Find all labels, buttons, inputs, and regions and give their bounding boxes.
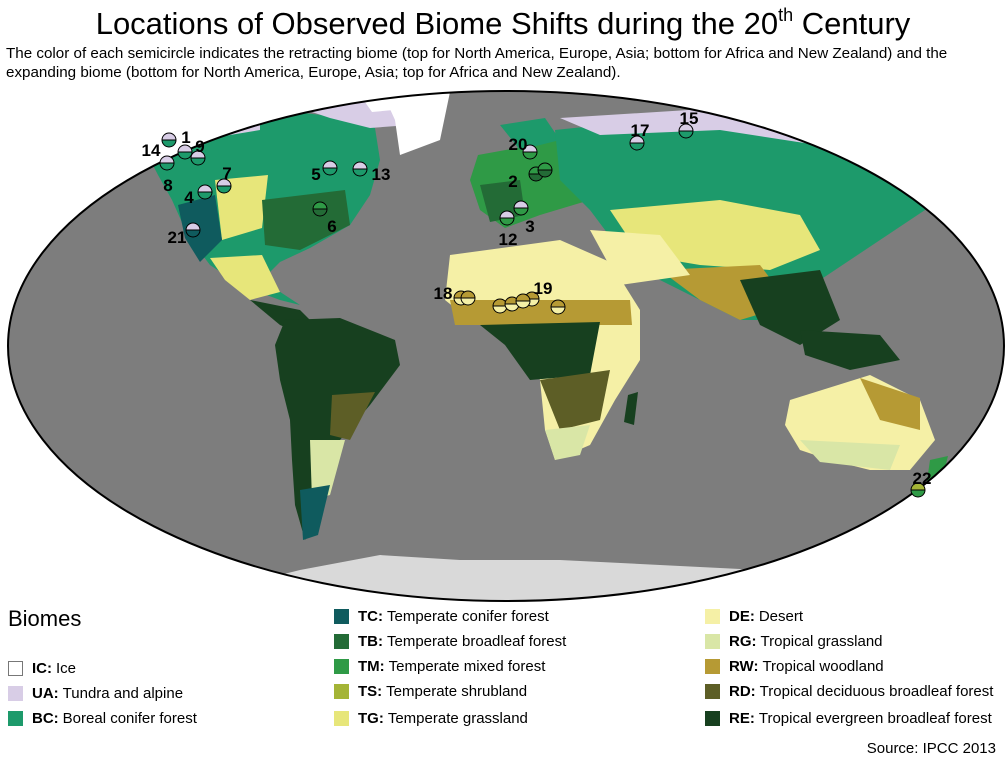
site-marker-14: [161, 132, 177, 148]
legend-label: Tropical evergreen broadleaf forest: [758, 709, 992, 727]
page-title: Locations of Observed Biome Shifts durin…: [95, 5, 911, 41]
legend-code: IC:: [32, 659, 52, 677]
legend-code: TS:: [358, 682, 383, 700]
site-label: 4: [184, 188, 194, 207]
legend-item: RD: Tropical deciduous broadleaf forest: [705, 680, 993, 702]
madagascar: [624, 392, 638, 425]
legend-label: Ice: [56, 659, 77, 677]
legend-item: RE: Tropical evergreen broadleaf forest: [705, 707, 992, 729]
site-label: 17: [631, 121, 650, 140]
legend-code: RD:: [729, 682, 756, 700]
legend-item: TC: Temperate conifer forest: [334, 605, 549, 627]
site-marker-12: [499, 210, 515, 226]
legend-label: Temperate conifer forest: [387, 607, 549, 625]
site-marker-22: [910, 482, 926, 498]
site-label: 21: [168, 228, 187, 247]
legend-swatch: [8, 685, 23, 701]
site-marker-8: [159, 155, 175, 171]
legend-swatch: [334, 608, 349, 624]
site-marker-6: [312, 201, 328, 217]
legend-item: IC: Ice: [8, 657, 76, 679]
site-marker-1: [177, 144, 193, 160]
site-label: 8: [163, 176, 172, 195]
site-marker: [537, 162, 553, 178]
legend-label: Desert: [758, 607, 804, 625]
legend-item: RG: Tropical grassland: [705, 630, 883, 652]
site-marker: [460, 290, 476, 306]
legend-code: RW:: [729, 657, 759, 675]
site-label: 1: [181, 128, 190, 147]
legend-label: Tropical woodland: [762, 657, 884, 675]
legend-item: TG: Temperate grassland: [334, 707, 528, 729]
legend-label: Boreal conifer forest: [62, 709, 197, 727]
site-marker-9: [190, 150, 206, 166]
legend-label: Temperate mixed forest: [388, 657, 546, 675]
legend-swatch: [334, 633, 349, 649]
legend-swatch: [334, 658, 349, 674]
site-marker-3: [513, 200, 529, 216]
legend-swatch: [334, 683, 349, 699]
site-label: 12: [499, 230, 518, 249]
site-label: 3: [525, 217, 534, 236]
legend-item: TM: Temperate mixed forest: [334, 655, 545, 677]
legend-label: Tropical deciduous broadleaf forest: [759, 682, 994, 700]
site-label: 19: [534, 279, 553, 298]
legend-swatch: [705, 710, 720, 726]
site-label: 22: [913, 469, 932, 488]
legend-item: TS: Temperate shrubland: [334, 680, 527, 702]
site-marker-4: [197, 184, 213, 200]
legend-code: TB:: [358, 632, 383, 650]
site-marker-17: [629, 135, 645, 151]
legend-code: UA:: [32, 684, 59, 702]
legend-code: TM:: [358, 657, 385, 675]
site-label: 18: [434, 284, 453, 303]
legend-item: TB: Temperate broadleaf forest: [334, 630, 566, 652]
site-marker: [504, 296, 520, 312]
site-marker-21: [185, 222, 201, 238]
site-label: 2: [508, 172, 517, 191]
legend-swatch: [705, 608, 720, 624]
site-label: 13: [372, 165, 391, 184]
legend-code: TG:: [358, 709, 384, 727]
site-marker: [515, 293, 531, 309]
site-label: 20: [509, 135, 528, 154]
site-marker: [550, 299, 566, 315]
site-marker-5: [322, 160, 338, 176]
site-label: 7: [222, 164, 231, 183]
site-marker-15: [678, 123, 694, 139]
legend-label: Temperate grassland: [387, 709, 528, 727]
legend-label: Temperate shrubland: [386, 682, 528, 700]
site-label: 6: [327, 217, 336, 236]
legend-swatch: [8, 660, 23, 676]
legend-label: Tundra and alpine: [62, 684, 184, 702]
legend-code: BC:: [32, 709, 59, 727]
site-marker-13: [352, 161, 368, 177]
legend-swatch: [705, 658, 720, 674]
map-description: The color of each semicircle indicates t…: [6, 45, 948, 81]
site-label: 15: [680, 109, 699, 128]
site-label: 5: [311, 165, 320, 184]
legend-swatch: [334, 710, 349, 726]
legend-label: Temperate broadleaf forest: [387, 632, 567, 650]
legend-code: DE:: [729, 607, 755, 625]
legend-swatch: [8, 710, 23, 726]
source-note: Source: IPCC 2013: [866, 740, 996, 757]
legend-item: DE: Desert: [705, 605, 803, 627]
legend-code: RG:: [729, 632, 757, 650]
site-label: 14: [142, 141, 161, 160]
legend-label: Tropical grassland: [760, 632, 883, 650]
legend-code: TC:: [358, 607, 383, 625]
site-marker-20: [522, 144, 538, 160]
legend-swatch: [705, 683, 720, 699]
site-label: 9: [195, 137, 204, 156]
legend-item: UA: Tundra and alpine: [8, 682, 183, 704]
site-marker-7: [216, 178, 232, 194]
legend-swatch: [705, 633, 720, 649]
legend-code: RE:: [729, 709, 755, 727]
legend-item: RW: Tropical woodland: [705, 655, 884, 677]
legend-title: Biomes: [8, 606, 82, 631]
legend-item: BC: Boreal conifer forest: [8, 707, 197, 729]
